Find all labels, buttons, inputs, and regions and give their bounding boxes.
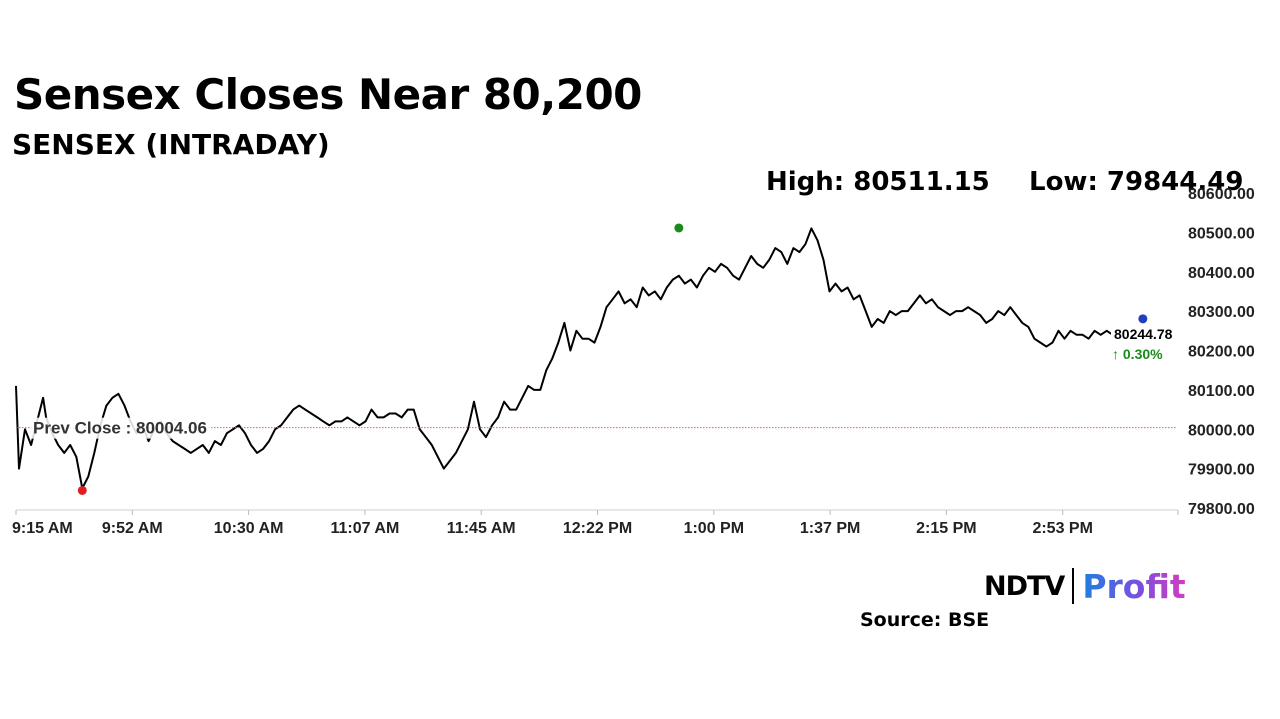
y-tick-label: 80600.00 bbox=[1188, 186, 1255, 203]
series-group bbox=[15, 227, 1144, 490]
x-tick-label: 2:15 PM bbox=[916, 520, 976, 537]
last-marker bbox=[1138, 314, 1148, 324]
y-axis: 80600.00 80500.00 80400.00 80300.00 80200.00… bbox=[1188, 186, 1255, 518]
low-marker bbox=[77, 485, 87, 495]
markers-group: 80244.78 ↑ 0.30% bbox=[77, 223, 1183, 495]
y-tick-label: 79900.00 bbox=[1188, 462, 1255, 479]
x-tick-label: 11:07 AM bbox=[331, 520, 400, 537]
chart-subtitle: SENSEX (INTRADAY) bbox=[12, 128, 330, 161]
logo-divider bbox=[1072, 568, 1075, 604]
x-tick-label: 11:45 AM bbox=[447, 520, 516, 537]
y-tick-label: 80500.00 bbox=[1188, 225, 1255, 242]
last-value-bg bbox=[1111, 323, 1183, 344]
y-tick-label: 80200.00 bbox=[1188, 344, 1255, 361]
prev-close-label-bg bbox=[30, 417, 210, 439]
x-tick-label: 1:00 PM bbox=[684, 520, 744, 537]
y-tick-label: 80000.00 bbox=[1188, 422, 1255, 439]
x-tick-label: 2:53 PM bbox=[1032, 520, 1092, 537]
high-marker bbox=[674, 223, 684, 233]
series-line bbox=[15, 227, 1144, 490]
prev-close-group: Prev Close : 80004.06 bbox=[16, 417, 1176, 439]
x-tick-label: 1:37 PM bbox=[800, 520, 860, 537]
day-high-label: High: 80511.15 bbox=[766, 167, 990, 197]
y-tick-label: 80300.00 bbox=[1188, 304, 1255, 321]
x-axis: 9:15 AM 9:52 AM 10:30 AM 11:07 AM 11:45 AM 12… bbox=[12, 509, 1179, 537]
source-note: Source: BSE bbox=[860, 609, 990, 631]
prev-close-label: Prev Close : 80004.06 bbox=[33, 419, 207, 438]
last-value-label: 80244.78 bbox=[1114, 326, 1173, 342]
x-tick-label: 12:22 PM bbox=[563, 520, 632, 537]
y-tick-label: 80400.00 bbox=[1188, 265, 1255, 282]
x-tick-label: 9:15 AM bbox=[12, 520, 73, 537]
x-tick-label: 9:52 AM bbox=[102, 520, 163, 537]
ndtv-profit-logo: NDTV Profit bbox=[984, 566, 1186, 606]
chart-title: Sensex Closes Near 80,200 bbox=[14, 70, 642, 119]
y-tick-label: 80100.00 bbox=[1188, 383, 1255, 400]
logo-profit-text: Profit bbox=[1082, 566, 1186, 606]
day-low-label: Low: 79844.49 bbox=[1029, 167, 1244, 197]
last-change-label: ↑ 0.30% bbox=[1112, 346, 1163, 362]
y-tick-label: 79800.00 bbox=[1188, 501, 1255, 518]
logo-ndtv-text: NDTV bbox=[984, 570, 1065, 602]
x-tick-label: 10:30 AM bbox=[214, 520, 284, 537]
